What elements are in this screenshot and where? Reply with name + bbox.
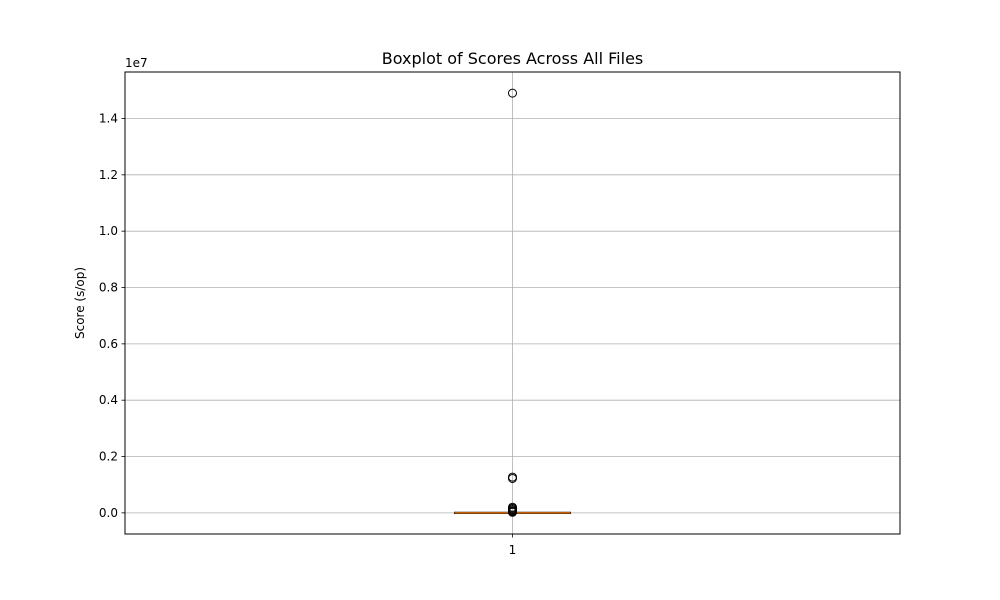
y-tick-label: 0.8 bbox=[99, 281, 118, 295]
box-layer bbox=[454, 88, 571, 517]
y-tick-label: 0.2 bbox=[99, 450, 118, 464]
chart-title: Boxplot of Scores Across All Files bbox=[382, 49, 644, 68]
y-tick-label: 1.2 bbox=[99, 168, 118, 182]
y-tick-label: 1.4 bbox=[99, 111, 118, 125]
outlier-point bbox=[508, 474, 517, 484]
y-tick-label: 0.4 bbox=[99, 393, 118, 407]
grid-layer bbox=[125, 72, 900, 534]
y-offset-label: 1e7 bbox=[125, 56, 148, 70]
y-tick-label: 0.6 bbox=[99, 337, 118, 351]
outlier-point bbox=[508, 507, 517, 517]
x-tick-label: 1 bbox=[509, 543, 517, 557]
tick-layer: 0.0 0.2 0.4 0.6 0.8 1.0 1.2 1.4 1 bbox=[99, 111, 516, 557]
y-tick-label: 0.0 bbox=[99, 506, 118, 520]
outlier-point bbox=[508, 88, 517, 98]
y-tick-label: 1.0 bbox=[99, 224, 118, 238]
y-axis-label: Score (s/op) bbox=[73, 267, 87, 339]
